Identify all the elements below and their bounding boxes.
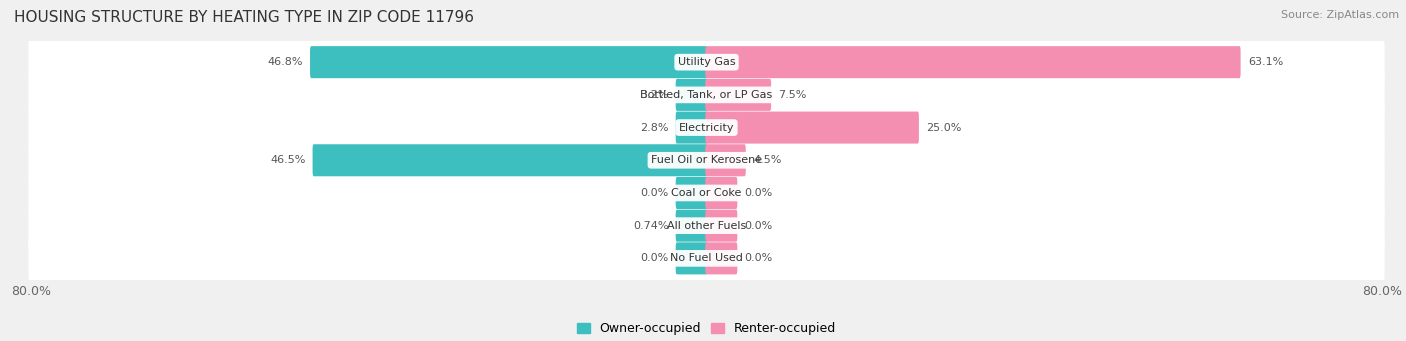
Text: 7.5%: 7.5%: [779, 90, 807, 100]
FancyBboxPatch shape: [706, 112, 920, 144]
Text: 0.0%: 0.0%: [745, 188, 773, 198]
Text: 0.0%: 0.0%: [745, 253, 773, 263]
Text: 63.1%: 63.1%: [1247, 57, 1284, 67]
FancyBboxPatch shape: [706, 210, 737, 242]
Text: Coal or Coke: Coal or Coke: [671, 188, 742, 198]
FancyBboxPatch shape: [706, 79, 770, 111]
FancyBboxPatch shape: [28, 200, 1385, 251]
FancyBboxPatch shape: [676, 112, 707, 144]
Text: Fuel Oil or Kerosene: Fuel Oil or Kerosene: [651, 155, 762, 165]
Text: 4.5%: 4.5%: [754, 155, 782, 165]
Text: 0.74%: 0.74%: [633, 221, 668, 231]
FancyBboxPatch shape: [28, 102, 1385, 153]
Text: 0.0%: 0.0%: [640, 188, 668, 198]
FancyBboxPatch shape: [706, 177, 737, 209]
Text: 46.8%: 46.8%: [267, 57, 302, 67]
FancyBboxPatch shape: [28, 69, 1385, 120]
Text: HOUSING STRUCTURE BY HEATING TYPE IN ZIP CODE 11796: HOUSING STRUCTURE BY HEATING TYPE IN ZIP…: [14, 10, 474, 25]
FancyBboxPatch shape: [676, 210, 707, 242]
Text: 2.8%: 2.8%: [640, 122, 668, 133]
FancyBboxPatch shape: [312, 144, 707, 176]
FancyBboxPatch shape: [706, 144, 745, 176]
FancyBboxPatch shape: [28, 37, 1385, 88]
FancyBboxPatch shape: [28, 167, 1385, 219]
Legend: Owner-occupied, Renter-occupied: Owner-occupied, Renter-occupied: [572, 317, 841, 340]
Text: 0.0%: 0.0%: [640, 253, 668, 263]
FancyBboxPatch shape: [706, 242, 737, 275]
FancyBboxPatch shape: [28, 233, 1385, 284]
FancyBboxPatch shape: [28, 135, 1385, 186]
FancyBboxPatch shape: [676, 79, 707, 111]
Text: 25.0%: 25.0%: [927, 122, 962, 133]
FancyBboxPatch shape: [676, 177, 707, 209]
Text: 3.2%: 3.2%: [640, 90, 668, 100]
Text: 0.0%: 0.0%: [745, 221, 773, 231]
Text: All other Fuels: All other Fuels: [666, 221, 747, 231]
FancyBboxPatch shape: [676, 242, 707, 275]
Text: 46.5%: 46.5%: [270, 155, 305, 165]
Text: Electricity: Electricity: [679, 122, 734, 133]
Text: Utility Gas: Utility Gas: [678, 57, 735, 67]
FancyBboxPatch shape: [311, 46, 707, 78]
Text: Bottled, Tank, or LP Gas: Bottled, Tank, or LP Gas: [640, 90, 773, 100]
Text: No Fuel Used: No Fuel Used: [671, 253, 742, 263]
FancyBboxPatch shape: [706, 46, 1240, 78]
Text: Source: ZipAtlas.com: Source: ZipAtlas.com: [1281, 10, 1399, 20]
